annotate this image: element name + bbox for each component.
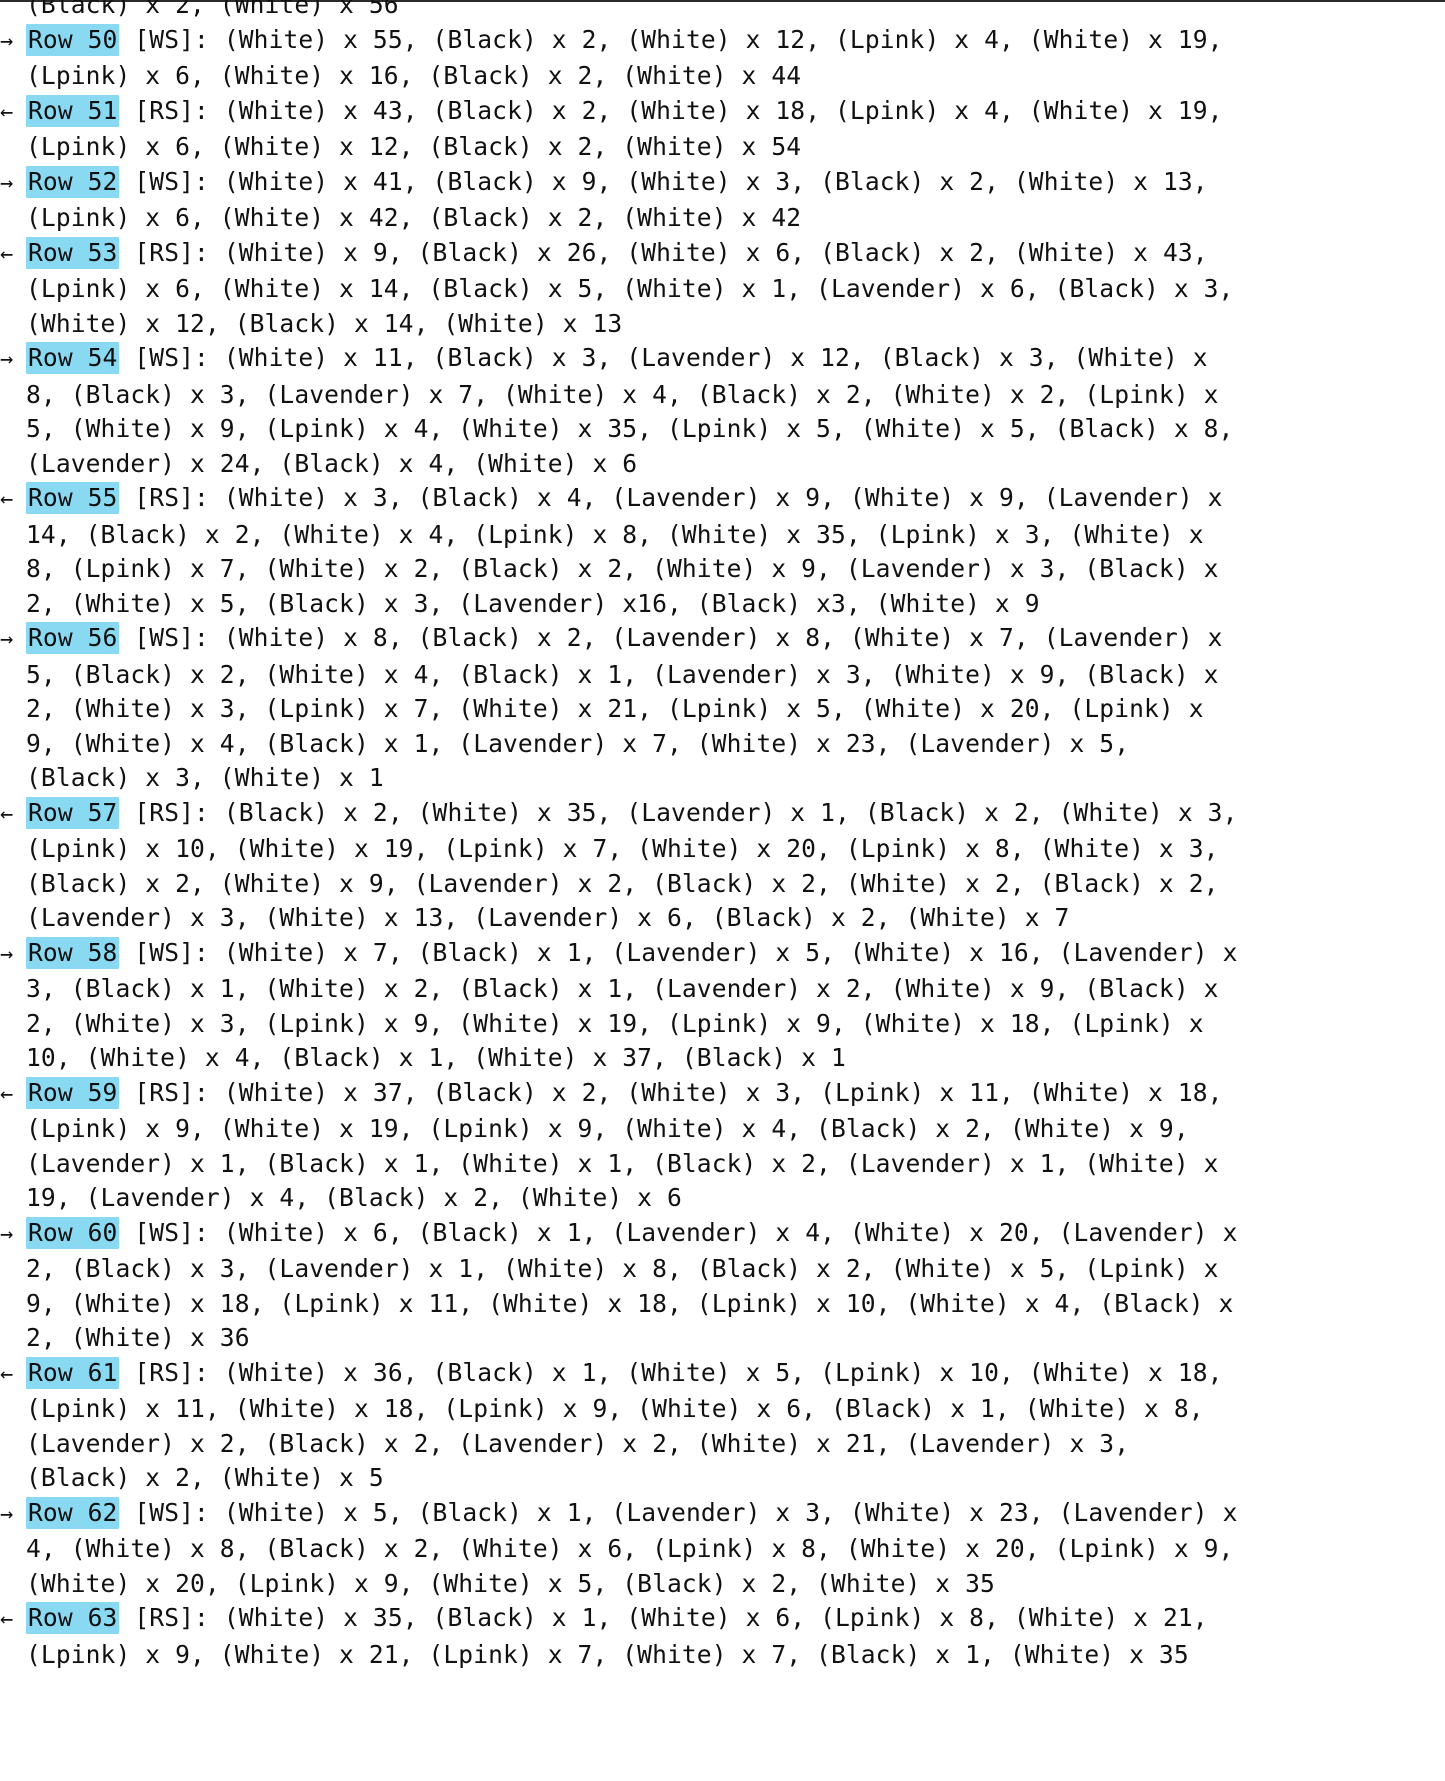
direction-arrow-icon: →	[0, 170, 14, 196]
direction-arrow-icon: ←	[0, 1607, 14, 1632]
row-number-badge[interactable]: Row 63	[26, 1602, 120, 1634]
clipped-bottom-line: (Lpink) x 9, (White) x 21, (Lpink) x 7, …	[0, 1638, 1240, 1673]
row-stitch-sequence: (White) x 9, (Black) x 26, (White) x 6, …	[26, 237, 1234, 338]
row-instruction[interactable]: → Row 56 [WS]: (White) x 8, (Black) x 2, …	[0, 621, 1240, 796]
row-instruction[interactable]: → Row 52 [WS]: (White) x 41, (Black) x 9,…	[0, 165, 1240, 236]
row-instruction[interactable]: ← Row 63 [RS]: (White) x 35, (Black) x 1,…	[0, 1601, 1240, 1638]
row-instruction[interactable]: ← Row 55 [RS]: (White) x 3, (Black) x 4, …	[0, 481, 1240, 621]
row-number-badge[interactable]: Row 58	[26, 936, 120, 969]
row-instruction[interactable]: → Row 62 [WS]: (White) x 5, (Black) x 1, …	[0, 1496, 1240, 1602]
row-stitch-sequence: (White) x 35, (Black) x 1, (White) x 6, …	[223, 1603, 1208, 1632]
row-side-label: [RS]:	[134, 95, 209, 125]
row-stitch-sequence: (White) x 43, (Black) x 2, (White) x 18,…	[26, 95, 1223, 162]
row-side-label: [RS]:	[134, 483, 209, 512]
row-instruction[interactable]: ← Row 57 [RS]: (Black) x 2, (White) x 35,…	[0, 796, 1240, 936]
row-side-label: [WS]:	[134, 166, 209, 196]
row-number-badge[interactable]: Row 50	[26, 23, 120, 56]
direction-arrow-icon: →	[0, 1501, 14, 1527]
row-stitch-sequence: (White) x 36, (Black) x 1, (White) x 5, …	[26, 1357, 1223, 1493]
row-number-badge[interactable]: Row 53	[26, 236, 120, 269]
row-stitch-sequence: (White) x 41, (Black) x 9, (White) x 3, …	[26, 166, 1208, 233]
direction-arrow-icon: →	[0, 1221, 14, 1247]
row-stitch-sequence: (White) x 6, (Black) x 1, (Lavender) x 4…	[26, 1217, 1238, 1353]
direction-arrow-icon: ←	[0, 1361, 14, 1387]
row-stitch-sequence: (White) x 5, (Black) x 1, (Lavender) x 3…	[26, 1497, 1238, 1598]
row-stitch-sequence: (White) x 7, (Black) x 1, (Lavender) x 5…	[26, 937, 1238, 1073]
row-instruction[interactable]: ← Row 51 [RS]: (White) x 43, (Black) x 2,…	[0, 94, 1240, 165]
row-side-label: [RS]:	[134, 1357, 209, 1387]
row-number-badge[interactable]: Row 57	[26, 796, 120, 829]
row-number-badge[interactable]: Row 61	[26, 1356, 120, 1389]
direction-arrow-icon: →	[0, 28, 14, 54]
row-side-label: [RS]:	[134, 237, 209, 267]
row-instruction[interactable]: → Row 60 [WS]: (White) x 6, (Black) x 1, …	[0, 1216, 1240, 1356]
row-instruction[interactable]: → Row 58 [WS]: (White) x 7, (Black) x 1, …	[0, 936, 1240, 1076]
row-number-badge[interactable]: Row 60	[26, 1216, 120, 1249]
row-number-badge[interactable]: Row 55	[26, 482, 120, 514]
row-side-label: [RS]:	[134, 1603, 209, 1632]
row-instruction[interactable]: ← Row 59 [RS]: (White) x 37, (Black) x 2,…	[0, 1076, 1240, 1216]
row-stitch-sequence: (White) x 8, (Black) x 2, (Lavender) x 8…	[26, 623, 1223, 792]
row-number-badge[interactable]: Row 62	[26, 1496, 120, 1529]
row-instruction[interactable]: → Row 54 [WS]: (White) x 11, (Black) x 3,…	[0, 341, 1240, 481]
row-instructions-list: (Black) x 2, (White) x 56 → Row 50 [WS]: (…	[0, 0, 1240, 1673]
row-side-label: [RS]:	[134, 797, 209, 827]
clipped-top-sequence: (Black) x 2, (White) x 56	[26, 0, 399, 19]
direction-arrow-icon: →	[0, 627, 14, 652]
direction-arrow-icon: ←	[0, 1081, 14, 1107]
row-side-label: [WS]:	[134, 1217, 209, 1247]
row-number-badge[interactable]: Row 56	[26, 622, 120, 654]
row-side-label: [WS]:	[134, 623, 209, 652]
row-stitch-sequence: (White) x 37, (Black) x 2, (White) x 3, …	[26, 1077, 1223, 1213]
clipped-bottom-sequence: (Lpink) x 9, (White) x 21, (Lpink) x 7, …	[26, 1639, 1189, 1669]
row-instruction[interactable]: → Row 50 [WS]: (White) x 55, (Black) x 2,…	[0, 23, 1240, 94]
row-number-badge[interactable]: Row 51	[26, 94, 120, 127]
clipped-top-line: (Black) x 2, (White) x 56	[0, 0, 1240, 23]
row-stitch-sequence: (White) x 11, (Black) x 3, (Lavender) x …	[26, 343, 1234, 478]
row-side-label: [WS]:	[134, 343, 209, 372]
row-side-label: [RS]:	[134, 1077, 209, 1107]
row-number-badge[interactable]: Row 54	[26, 342, 120, 374]
row-instruction[interactable]: ← Row 61 [RS]: (White) x 36, (Black) x 1,…	[0, 1356, 1240, 1496]
direction-arrow-icon: ←	[0, 487, 14, 512]
row-stitch-sequence: (White) x 3, (Black) x 4, (Lavender) x 9…	[26, 483, 1223, 618]
row-side-label: [WS]:	[134, 1497, 209, 1527]
direction-arrow-icon: ←	[0, 801, 14, 827]
row-number-badge[interactable]: Row 59	[26, 1076, 120, 1109]
top-divider-rule	[0, 0, 1445, 2]
row-side-label: [WS]:	[134, 24, 209, 54]
row-number-badge[interactable]: Row 52	[26, 165, 120, 198]
row-stitch-sequence: (Black) x 2, (White) x 35, (Lavender) x …	[26, 797, 1238, 933]
direction-arrow-icon: →	[0, 941, 14, 967]
row-side-label: [WS]:	[134, 937, 209, 967]
direction-arrow-icon: ←	[0, 99, 14, 125]
row-instruction[interactable]: ← Row 53 [RS]: (White) x 9, (Black) x 26,…	[0, 236, 1240, 342]
direction-arrow-icon: →	[0, 347, 14, 372]
row-stitch-sequence: (White) x 55, (Black) x 2, (White) x 12,…	[26, 24, 1223, 91]
direction-arrow-icon: ←	[0, 241, 14, 267]
